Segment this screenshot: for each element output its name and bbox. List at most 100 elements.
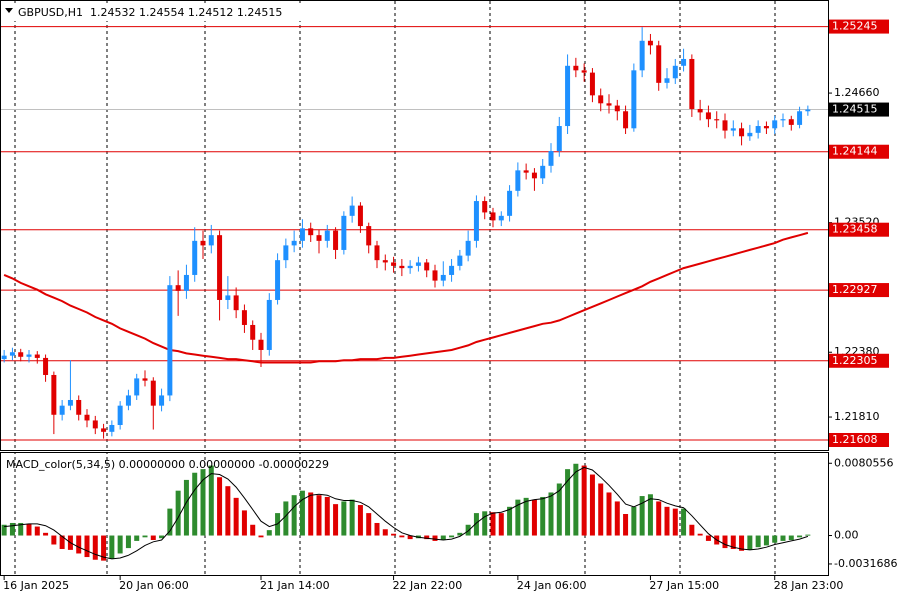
candle-body [507,190,513,216]
candle-body [324,230,330,241]
macd-bar [192,472,198,536]
y-tick-label: 1.24660 [834,86,880,99]
candle-body [291,240,297,246]
candle-body [465,240,471,256]
candle-body [763,126,769,129]
candle-body [573,65,579,71]
candle-body [26,354,32,357]
candle-body [440,274,446,281]
candle-body [797,111,803,125]
macd-bar [101,535,107,561]
macd-bar [473,513,479,536]
level-label-bg [829,19,889,34]
macd-bar [341,501,347,536]
candle-body [623,111,629,129]
x-tick-label: 22 Jan 22:00 [393,579,463,592]
current-price-bg [829,102,889,117]
macd-bar [266,530,272,536]
candle-body [780,119,786,121]
candle-body [357,205,363,227]
candle-body [639,40,645,71]
macd-bar [51,535,57,545]
macd-bar [43,532,49,536]
candle-body [391,262,397,266]
macd-bar [722,535,728,549]
candle-body [540,165,546,179]
macd-bar [167,508,173,536]
candle-body [233,295,239,311]
candle-body [714,119,720,121]
candle-body [747,132,753,137]
macd-bar [59,535,65,549]
level-label-bg [829,432,889,447]
macd-bar [788,535,794,541]
collapse-icon[interactable] [5,8,13,13]
macd-bar [258,535,264,538]
candle-body [167,285,173,396]
macd-bar [241,510,247,536]
x-tick-label: 16 Jan 2025 [3,579,69,592]
macd-bar [730,535,736,549]
macd-bar [109,535,115,559]
macd-bar [208,465,214,536]
macd-bar [150,535,156,541]
panel-separator [0,450,828,453]
macd-bar [432,535,438,541]
candle-body [283,245,289,261]
candle-body [656,45,662,83]
candle-body [598,95,604,104]
macd-bar [424,535,430,540]
macd-bar [316,495,322,536]
macd-bar [299,490,305,536]
macd-bar [26,523,32,536]
candle-body [457,255,463,266]
macd-bar [440,535,446,541]
macd-bar [250,524,256,536]
macd-bar [589,474,595,536]
candle-body [606,103,612,106]
candle-body [473,201,479,241]
macd-bar [34,526,40,536]
candle-body [208,235,214,246]
candle-body [51,374,57,415]
current-price-label: 1.24515 [832,103,878,116]
chart-title: GBPUSD,H1 1.24532 1.24554 1.24512 1.2451… [18,6,282,19]
macd-bar [308,492,314,536]
candle-body [581,70,587,73]
macd-bar [531,499,537,536]
x-tick-label: 24 Jan 06:00 [517,579,587,592]
macd-bar [399,535,405,538]
macd-bar [465,524,471,536]
candle-body [449,265,455,275]
candle-body [134,378,140,396]
macd-bar [639,496,645,536]
macd-bar [291,495,297,536]
macd-bar [200,469,206,536]
macd-bar [217,477,223,536]
level-label: 1.25245 [832,20,878,33]
macd-bar [283,501,289,536]
macd-bar [631,506,637,536]
candle-body [333,230,339,250]
y-tick-label: 0.00 [834,529,859,542]
candle-body [697,108,703,113]
macd-bar [233,497,239,536]
macd-bar [382,529,388,536]
candle-body [241,310,247,325]
macd-bar [805,534,811,536]
candle-body [175,285,181,291]
candle-body [565,65,571,127]
candle-body [399,265,405,269]
candle-body [183,274,189,291]
level-label-bg [829,283,889,298]
level-label: 1.21608 [832,433,878,446]
x-tick-label: 28 Jan 23:00 [774,579,844,592]
macd-bar [656,501,662,536]
macd-bar [797,535,803,538]
macd-bar [598,483,604,536]
candle-body [672,65,678,79]
candle-body [266,299,272,350]
candle-body [548,151,554,166]
